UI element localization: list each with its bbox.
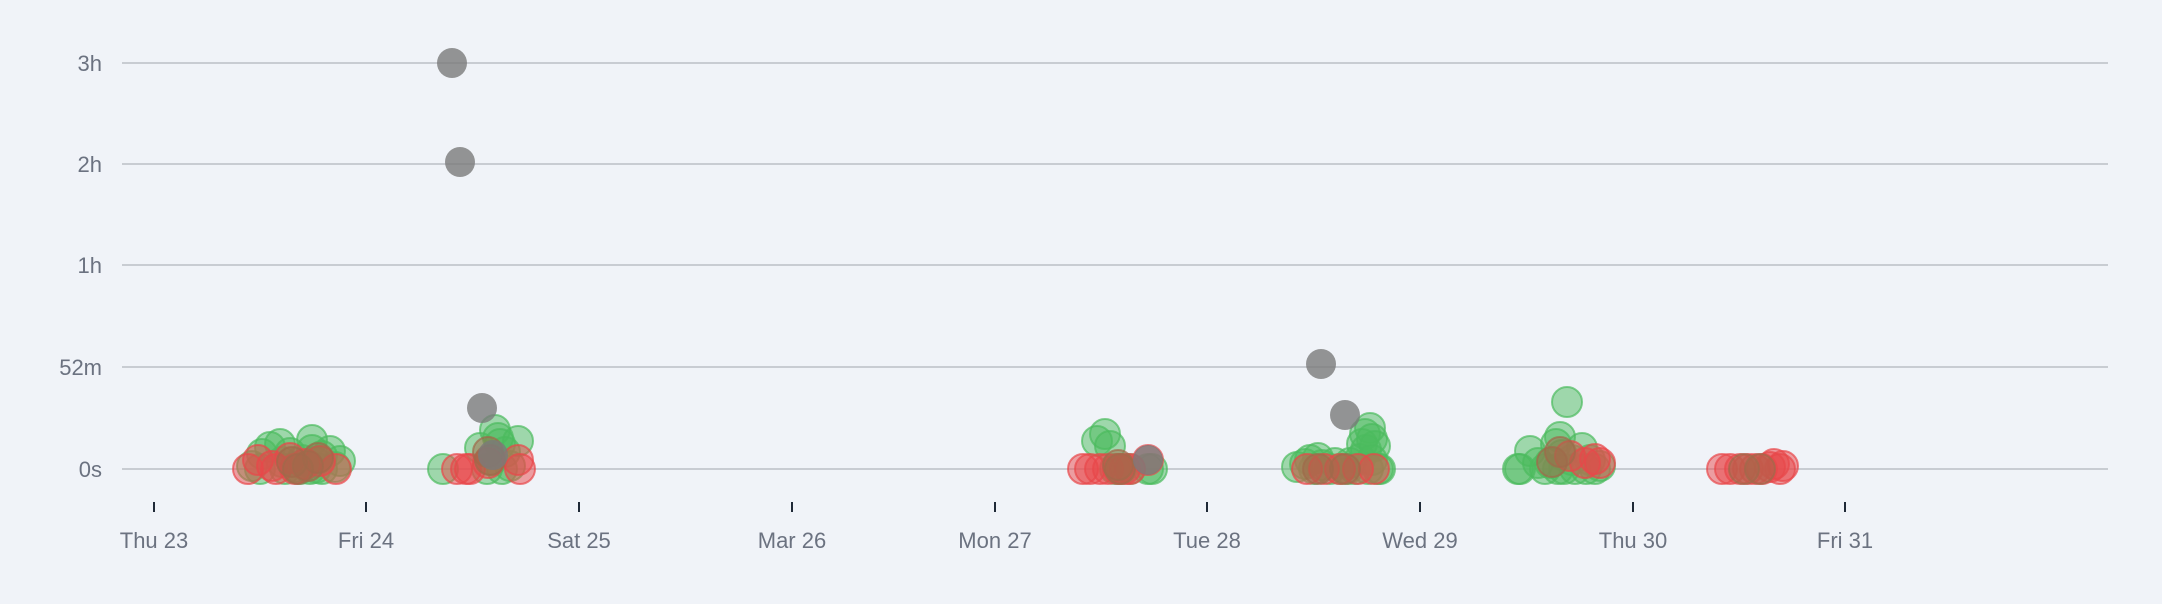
y-tick-label: 1h [78, 253, 102, 278]
y-tick-label: 2h [78, 152, 102, 177]
data-point-failure[interactable] [1358, 453, 1390, 485]
y-tick-label: 52m [59, 355, 102, 380]
gridlines [122, 62, 2108, 470]
x-axis: Thu 23 Fri 24 Sat 25 Mar 26 Mon 27 Tue 28 Wed … [120, 502, 1873, 553]
x-tick-label: Tue 28 [1173, 528, 1241, 553]
x-tick-label: Fri 31 [1817, 528, 1873, 553]
data-point-outlier[interactable] [478, 440, 508, 470]
data-points [232, 48, 1799, 485]
data-point-outlier[interactable] [445, 147, 475, 177]
data-point-success[interactable] [1504, 453, 1536, 485]
data-point-outlier[interactable] [437, 48, 467, 78]
y-tick-label: 3h [78, 51, 102, 76]
data-point-outlier[interactable] [1330, 400, 1360, 430]
y-tick-label: 0s [79, 457, 102, 482]
x-tick-label: Sat 25 [547, 528, 611, 553]
data-point-mixed[interactable] [1536, 446, 1568, 478]
data-point-mixed[interactable] [282, 453, 314, 485]
x-tick-label: Mar 26 [758, 528, 826, 553]
x-tick-label: Thu 30 [1599, 528, 1668, 553]
data-point-outlier[interactable] [1306, 349, 1336, 379]
x-tick-label: Wed 29 [1382, 528, 1457, 553]
data-point-mixed[interactable] [1102, 449, 1134, 481]
x-tick-label: Fri 24 [338, 528, 394, 553]
data-point-mixed[interactable] [1329, 453, 1361, 485]
data-point-outlier[interactable] [1133, 445, 1163, 475]
x-tick-label: Thu 23 [120, 528, 189, 553]
data-point-mixed[interactable] [1302, 453, 1334, 485]
x-tick-label: Mon 27 [958, 528, 1031, 553]
data-point-outlier[interactable] [467, 393, 497, 423]
data-point-mixed[interactable] [1728, 453, 1760, 485]
data-point-failure[interactable] [504, 453, 536, 485]
data-point-success[interactable] [1551, 386, 1583, 418]
y-axis-labels: 3h 2h 1h 52m 0s [59, 51, 102, 482]
data-point-failure[interactable] [1584, 447, 1616, 479]
